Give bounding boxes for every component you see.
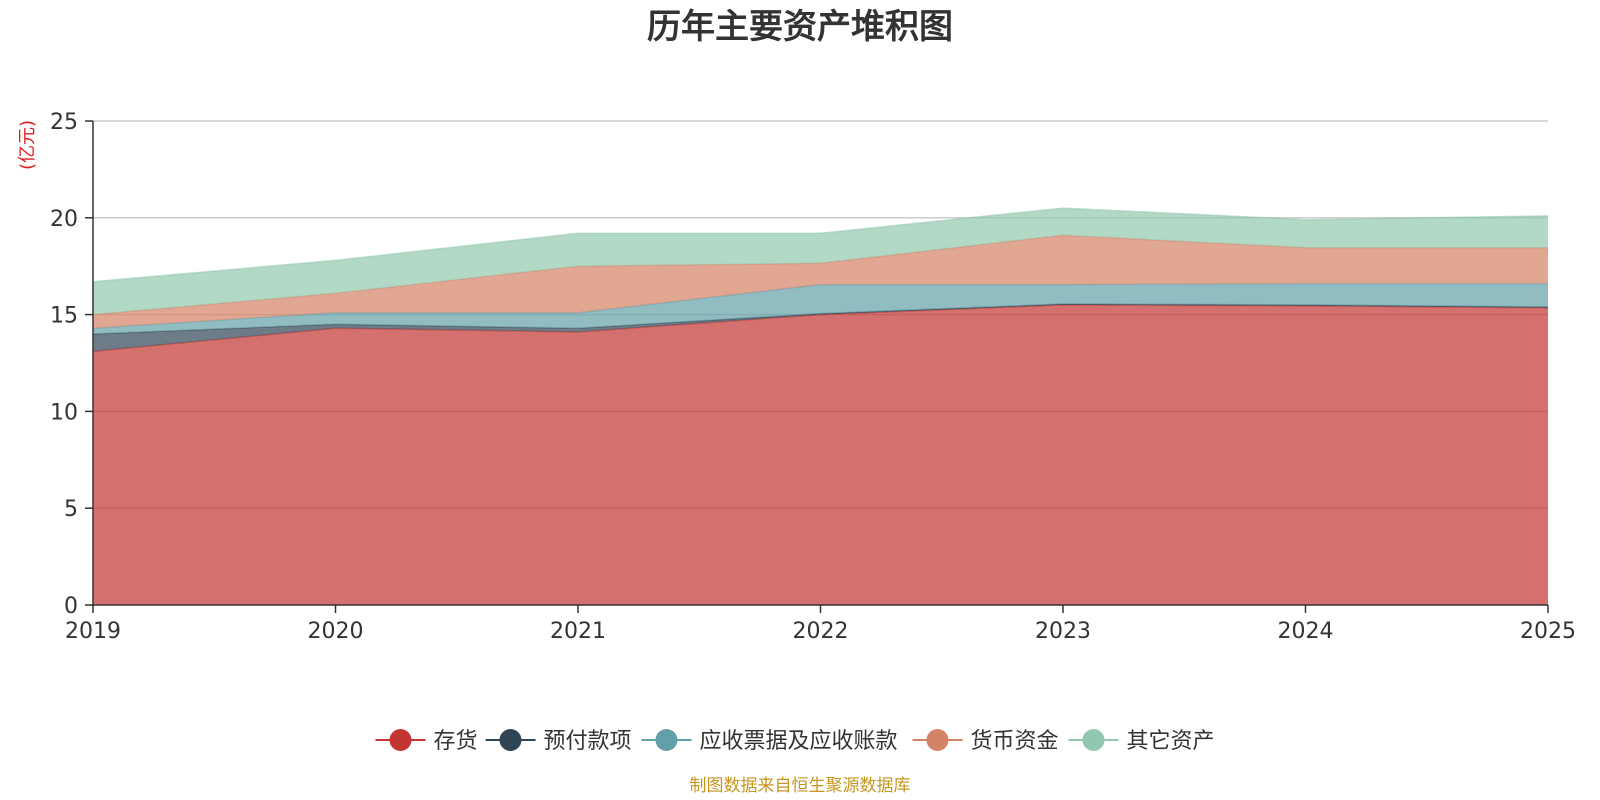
area-series-1[interactable] bbox=[93, 304, 1548, 352]
y-tick-label-4: 20 bbox=[50, 207, 78, 232]
legend-label-4: 其它资产 bbox=[1127, 729, 1215, 754]
y-tick-label-3: 15 bbox=[50, 304, 78, 329]
legend: 存货 预付款项 应收票据及应收账款 货币资金 其它资产 bbox=[375, 729, 1215, 754]
legend-label-3: 货币资金 bbox=[971, 729, 1059, 754]
y-tick-label-1: 5 bbox=[64, 497, 78, 522]
legend-marker-4 bbox=[1082, 729, 1105, 751]
legend-item-2[interactable]: 应收票据及应收账款 bbox=[641, 729, 898, 754]
area-edge-series-4 bbox=[92, 207, 1549, 283]
legend-label-2: 应收票据及应收账款 bbox=[700, 729, 898, 754]
x-tick-label-3: 2022 bbox=[793, 619, 849, 644]
legend-item-3[interactable]: 货币资金 bbox=[912, 729, 1059, 754]
area-series-0[interactable] bbox=[93, 304, 1548, 605]
y-axis-unit-label: (亿元) bbox=[17, 120, 38, 170]
stacked-areas bbox=[92, 207, 1549, 605]
area-series-3[interactable] bbox=[93, 235, 1548, 329]
y-tick-label-2: 10 bbox=[50, 400, 78, 425]
legend-label-0: 存货 bbox=[434, 729, 478, 754]
legend-marker-3 bbox=[926, 729, 949, 751]
x-tick-label-0: 2019 bbox=[65, 619, 121, 644]
legend-item-0[interactable]: 存货 bbox=[375, 729, 478, 754]
legend-item-1[interactable]: 预付款项 bbox=[485, 729, 632, 754]
legend-marker-2 bbox=[655, 729, 678, 751]
x-tick-label-5: 2024 bbox=[1278, 619, 1334, 644]
y-tick-label-0: 0 bbox=[64, 594, 78, 619]
legend-marker-0 bbox=[389, 729, 412, 751]
chart-title: 历年主要资产堆积图 bbox=[647, 7, 953, 47]
area-series-4[interactable] bbox=[93, 208, 1548, 315]
x-tick-label-4: 2023 bbox=[1035, 619, 1091, 644]
y-tick-label-5: 25 bbox=[50, 110, 78, 135]
x-tick-label-1: 2020 bbox=[308, 619, 364, 644]
x-tick-label-6: 2025 bbox=[1520, 619, 1576, 644]
area-series-2[interactable] bbox=[93, 283, 1548, 334]
legend-marker-1 bbox=[499, 729, 522, 751]
legend-item-4[interactable]: 其它资产 bbox=[1068, 729, 1215, 754]
legend-label-1: 预付款项 bbox=[544, 729, 632, 754]
x-tick-label-2: 2021 bbox=[550, 619, 606, 644]
data-source-note: 制图数据来自恒生聚源数据库 bbox=[690, 776, 911, 796]
